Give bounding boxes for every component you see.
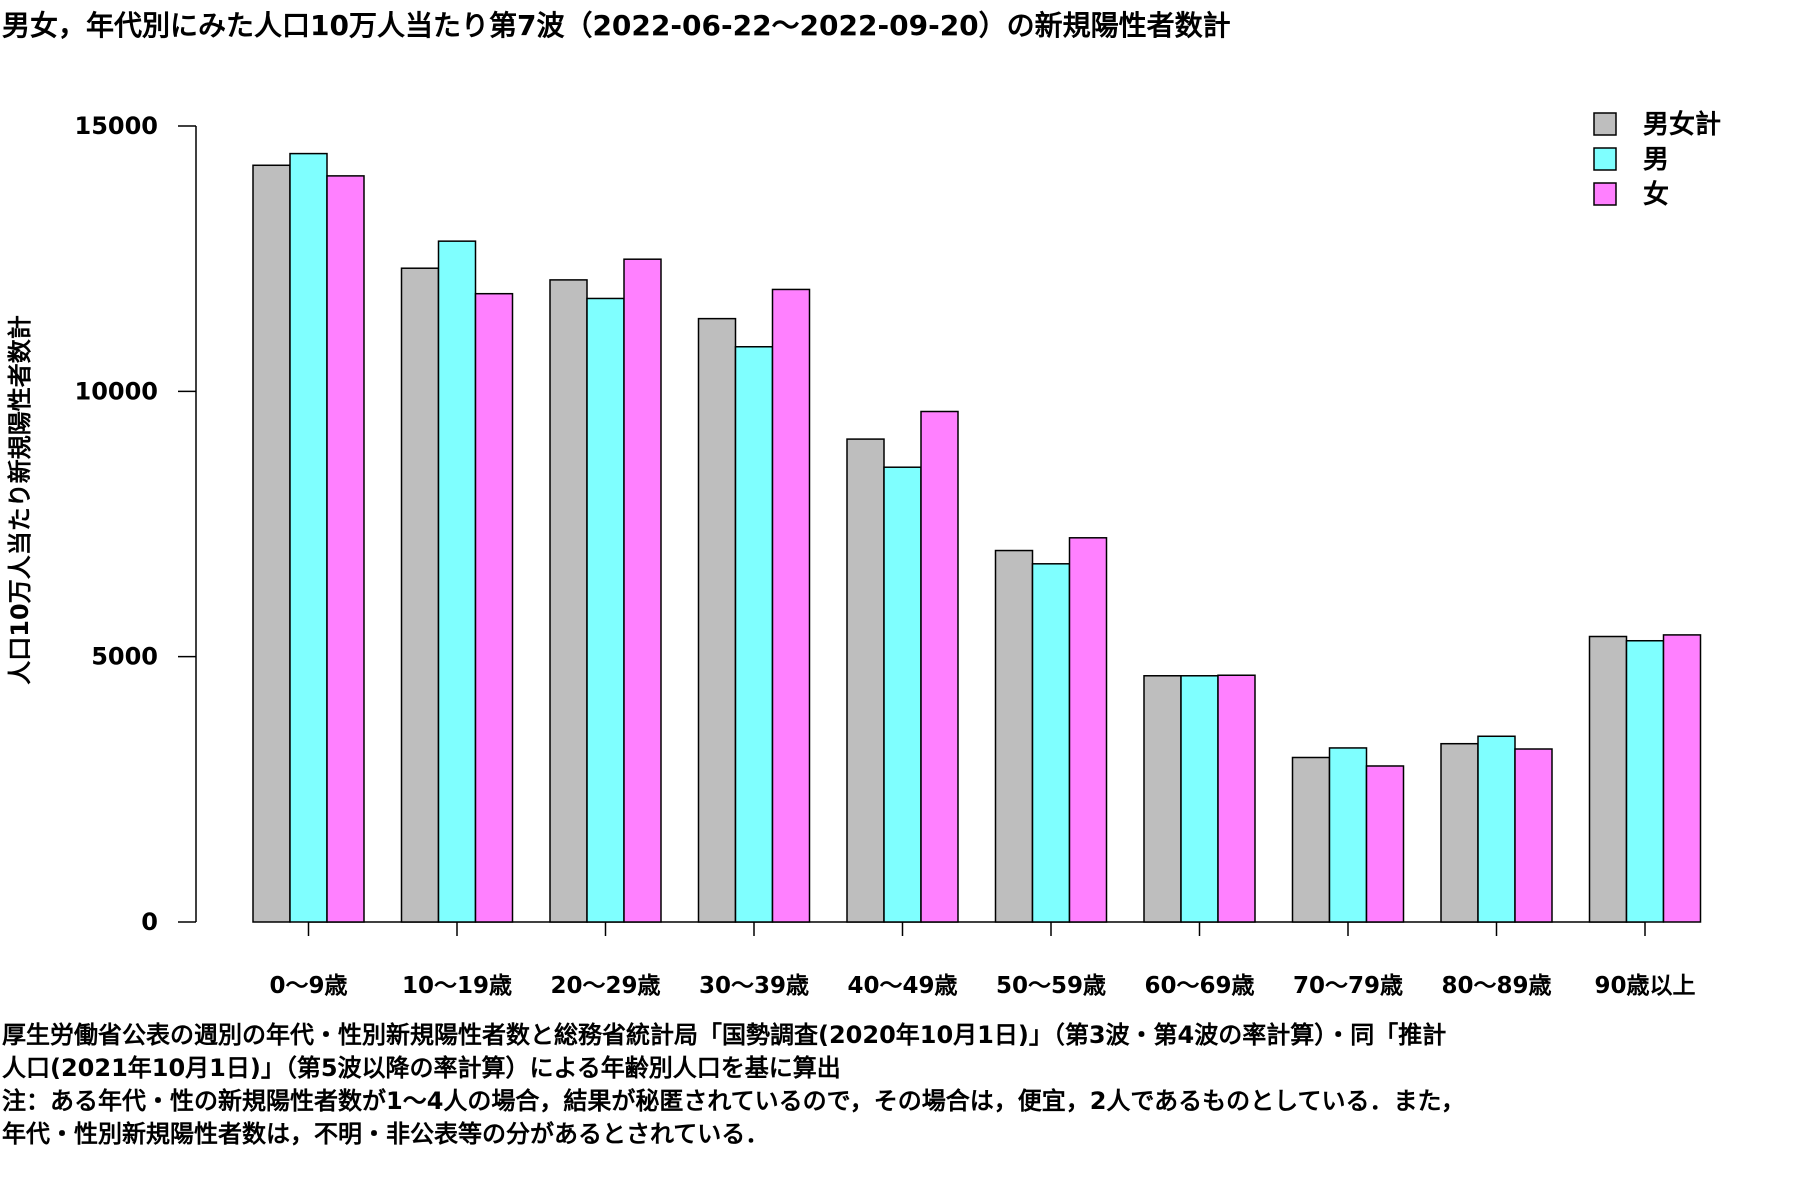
bar [437, 240, 477, 923]
bar [771, 288, 811, 923]
bar [1440, 742, 1479, 923]
bar [1217, 674, 1256, 923]
bar [1291, 756, 1331, 923]
x-tick-label: 20～29歳 [550, 973, 660, 999]
y-axis: 0 5000 10000 15000 [75, 112, 197, 936]
bar [1068, 537, 1108, 923]
legend-swatch [1593, 112, 1617, 136]
bar [734, 346, 774, 923]
x-tick-label: 0～9歳 [269, 973, 347, 999]
legend-swatch [1593, 147, 1617, 171]
bar [846, 438, 885, 923]
chart-title: 男女，年代別にみた人口10万人当たり第7波（2022-06-22～2022-09… [2, 9, 1231, 42]
bar [994, 549, 1034, 923]
bar [1365, 765, 1405, 923]
bar [289, 152, 328, 923]
bar [1180, 675, 1219, 923]
bar [1031, 563, 1071, 923]
x-tick-label: 30～39歳 [699, 973, 809, 999]
bar [586, 297, 625, 923]
bar [1514, 748, 1553, 923]
x-tick-label: 80～89歳 [1441, 973, 1551, 999]
bar [400, 267, 440, 923]
bar [883, 466, 922, 923]
bar [697, 317, 737, 923]
y-tick-label: 0 [141, 908, 158, 936]
y-axis-label: 人口10万人当たり新規陽性者数計 [6, 315, 34, 684]
note-line: 人口(2021年10月1日)」（第5波以降の率計算）による年齢別人口を基に算出 [2, 1054, 841, 1082]
bar [1328, 747, 1368, 923]
x-tick-label: 60～69歳 [1144, 973, 1254, 999]
y-tick-label: 5000 [91, 643, 158, 671]
bar [920, 410, 959, 923]
note-line: 年代・性別新規陽性者数は，不明・非公表等の分があるとされている． [2, 1120, 770, 1148]
bar [623, 258, 662, 923]
x-tick-label: 90歳以上 [1594, 973, 1695, 999]
x-tick-label: 50～59歳 [996, 973, 1106, 999]
bars [252, 152, 1702, 923]
bar [252, 164, 291, 923]
note-line: 厚生労働省公表の週別の年代・性別新規陽性者数と総務省統計局「国勢調査(2020年… [2, 1021, 1447, 1049]
bar [1625, 639, 1665, 923]
note-line: 注：ある年代・性の新規陽性者数が1～4人の場合，結果が秘匿されているので，その場… [2, 1087, 1465, 1115]
bar [326, 175, 365, 923]
bar [474, 292, 514, 923]
x-tick-label: 40～49歳 [847, 973, 957, 999]
x-tick-label: 70～79歳 [1293, 973, 1403, 999]
legend-label: 男 [1643, 145, 1669, 175]
bar [1143, 675, 1182, 923]
bar [1477, 735, 1516, 923]
legend-swatch [1593, 182, 1617, 206]
legend-label: 女 [1643, 179, 1669, 210]
bar [1588, 635, 1628, 923]
y-tick-label: 15000 [75, 112, 159, 140]
y-tick-label: 10000 [75, 377, 159, 405]
bar [1662, 634, 1702, 923]
legend-label: 男女計 [1643, 109, 1721, 140]
bar [549, 279, 588, 923]
x-tick-label: 10～19歳 [402, 973, 512, 999]
x-axis: 0～9歳 10～19歳 20～29歳 30～39歳 40～49歳 50～59歳 60～69歳… [269, 921, 1696, 999]
